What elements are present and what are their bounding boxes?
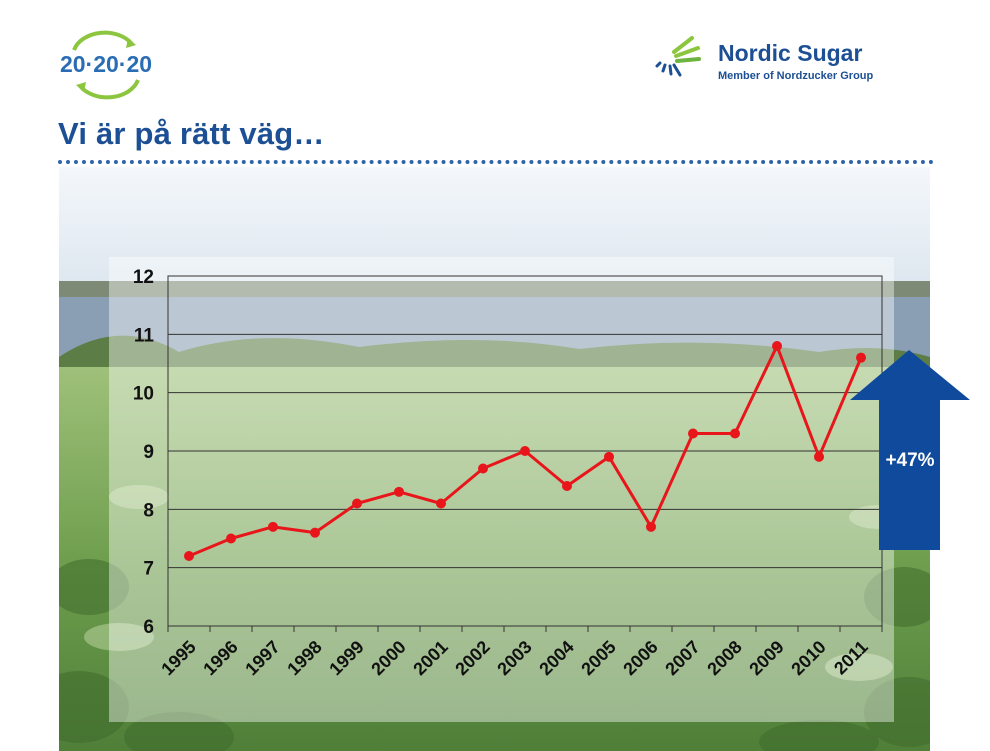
y-tick-label: 7 [143,559,154,580]
data-point [730,428,740,439]
data-point [520,446,530,456]
brand-name: Nordic Sugar [718,40,862,66]
x-tick-label: 1996 [199,637,241,679]
x-tick-label: 1998 [283,637,325,679]
data-point [562,481,572,491]
data-point [772,341,782,351]
growth-callout-label: +47% [885,450,935,471]
y-tick-label: 9 [143,442,154,463]
x-tick-label: 2007 [661,637,703,679]
data-point [268,521,278,532]
y-tick-label: 6 [143,617,154,638]
x-tick-label: 2006 [619,637,661,679]
data-point [814,451,824,462]
dotted-divider [58,160,934,164]
data-point [688,428,698,439]
x-tick-label: 1995 [157,637,199,679]
data-point [184,551,194,561]
data-point [604,451,614,462]
data-point [394,486,404,497]
nordic-sugar-rays-icon [655,36,701,77]
x-tick-label: 2002 [451,637,493,679]
y-tick-label: 12 [133,267,154,288]
data-point [478,463,488,474]
x-tick-label: 1999 [325,637,367,679]
data-point [646,521,656,532]
data-point [310,527,320,538]
slide-title: Vi är på rätt väg… [58,116,325,151]
x-tick-label: 2004 [535,637,577,679]
brand-tagline: Member of Nordzucker Group [718,70,874,82]
x-tick-label: 2000 [367,637,409,679]
logo-20-20-20: 20·20·20 [60,30,152,100]
x-tick-label: 2011 [830,637,872,679]
x-tick-label: 2003 [493,637,535,679]
y-tick-label: 11 [134,325,155,346]
x-tick-label: 1997 [241,637,283,679]
data-point [856,352,866,363]
x-tick-label: 2008 [703,637,745,679]
data-point [226,533,236,544]
x-tick-label: 2009 [745,637,787,679]
x-tick-label: 2001 [409,637,451,679]
data-point [352,498,362,509]
x-tick-label: 2005 [577,637,619,679]
logo-2020-text: 20·20·20 [60,51,152,77]
up-arrow-icon [850,350,970,550]
data-point [436,498,446,509]
y-tick-label: 8 [143,500,154,521]
x-tick-label: 2010 [787,637,829,679]
logo-nordic-sugar: Nordic Sugar Member of Nordzucker Group [655,36,874,82]
y-tick-label: 10 [133,384,154,405]
